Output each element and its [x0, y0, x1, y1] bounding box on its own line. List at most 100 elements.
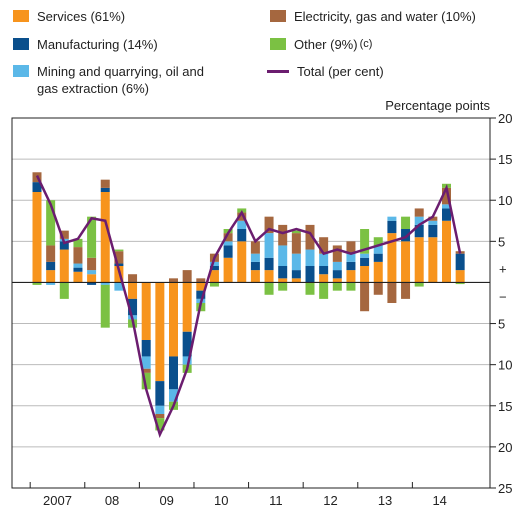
- bar-segment: [332, 261, 342, 271]
- bar-segment: [155, 405, 165, 414]
- total-line: [35, 175, 462, 439]
- bar-segment: [305, 266, 315, 283]
- legend-item: Total (per cent): [267, 63, 384, 80]
- bar-segment: [442, 220, 451, 283]
- bar-segment: [169, 282, 178, 357]
- bar-segment: [223, 233, 233, 242]
- bar-segment: [73, 267, 83, 272]
- bar-segment: [387, 216, 397, 221]
- bar-segment: [87, 257, 97, 271]
- bar-segment: [237, 241, 247, 283]
- bar-segment: [360, 257, 370, 266]
- bar-segment: [455, 253, 465, 271]
- bar-segment: [442, 187, 451, 205]
- bar-segment: [237, 229, 247, 242]
- bar-segment: [46, 200, 56, 246]
- bar-segment: [32, 182, 42, 192]
- bar-segment: [319, 266, 329, 275]
- bar-segment: [305, 282, 315, 295]
- bar-segment: [278, 282, 288, 291]
- bar-segment: [332, 278, 342, 283]
- legend-swatch: [13, 65, 29, 77]
- bar-segment: [319, 237, 329, 254]
- bar-segment: [428, 220, 438, 225]
- legend-item: Electricity, gas and water (10%): [270, 8, 476, 25]
- bar-segment: [373, 245, 383, 254]
- bar-segment: [209, 266, 219, 271]
- bar-segment: [332, 245, 342, 262]
- bar-segment: [182, 270, 192, 283]
- bar-segment: [278, 224, 288, 246]
- bar-segment: [346, 253, 356, 262]
- bar-segment: [128, 274, 138, 283]
- bar-segment: [278, 278, 288, 283]
- bar-segment: [141, 282, 151, 340]
- bar-segment: [114, 251, 124, 264]
- plot-frame: [11, 117, 491, 489]
- bar-segment: [87, 216, 97, 258]
- bar-segment: [100, 179, 110, 188]
- bar-segment: [319, 282, 329, 299]
- y-tick-label: 20: [498, 111, 512, 126]
- bar-segment: [373, 237, 383, 246]
- bar-segment: [264, 270, 274, 283]
- legend-item: Mining and quarrying, oil and gas extrac…: [13, 63, 212, 97]
- bar-segment: [100, 282, 110, 285]
- bar-segment: [414, 282, 424, 287]
- bar-segment: [264, 233, 274, 258]
- bar-segment: [414, 224, 424, 238]
- bar-segment: [264, 216, 274, 234]
- legend-item: Manufacturing (14%): [13, 36, 158, 53]
- bar-segment: [141, 368, 151, 373]
- bar-segment: [100, 284, 110, 328]
- legend-label: Services (61%): [37, 9, 126, 24]
- bar-segment: [414, 216, 424, 225]
- bar-segment: [114, 282, 124, 291]
- bar-segment: [46, 282, 56, 285]
- bar-segment: [237, 212, 247, 221]
- bar-segment: [264, 282, 274, 295]
- bar-segment: [196, 278, 206, 283]
- bar-segment: [250, 241, 260, 254]
- bar-segment: [100, 187, 110, 192]
- x-tick-label: 14: [432, 493, 446, 508]
- bar-segment: [87, 282, 97, 285]
- y-tick-label: 5: [498, 234, 505, 249]
- bar-segment: [73, 247, 83, 264]
- bar-segment: [414, 208, 424, 217]
- bar-segment: [346, 261, 356, 271]
- y-tick-label: 25: [498, 481, 512, 496]
- bar-segment: [87, 270, 97, 275]
- bar-segment: [155, 282, 165, 382]
- bar-segment: [59, 230, 69, 239]
- bar-segment: [346, 241, 356, 254]
- bar-segment: [414, 237, 424, 283]
- bar-segment: [59, 249, 69, 283]
- bar-segment: [155, 418, 165, 431]
- bar-segment: [442, 208, 451, 221]
- bar-segment: [155, 381, 165, 406]
- bars: [32, 172, 465, 431]
- bar-segment: [401, 241, 411, 283]
- x-tick-label: 09: [159, 493, 173, 508]
- x-tick-label: 10: [214, 493, 228, 508]
- y-tick-label: 10: [498, 193, 512, 208]
- bar-segment: [428, 237, 438, 283]
- legend-label: Mining and quarrying, oil and gas extrac…: [37, 64, 204, 96]
- bar-segment: [360, 282, 370, 312]
- bar-segment: [209, 261, 219, 266]
- bar-segment: [291, 230, 301, 234]
- bar-segment: [114, 263, 124, 266]
- legend-swatch: [267, 70, 289, 73]
- bar-segment: [141, 340, 151, 357]
- x-tick-label: 11: [269, 493, 283, 508]
- bar-segment: [169, 389, 178, 402]
- bar-segment: [250, 253, 260, 262]
- x-tick-label: 13: [378, 493, 392, 508]
- legend: Services (61%) Manufacturing (14%) Mining …: [0, 0, 517, 100]
- bar-segment: [346, 270, 356, 283]
- y-tick-label: 15: [498, 399, 512, 414]
- bar-segment: [141, 356, 151, 369]
- bar-segment: [455, 270, 465, 283]
